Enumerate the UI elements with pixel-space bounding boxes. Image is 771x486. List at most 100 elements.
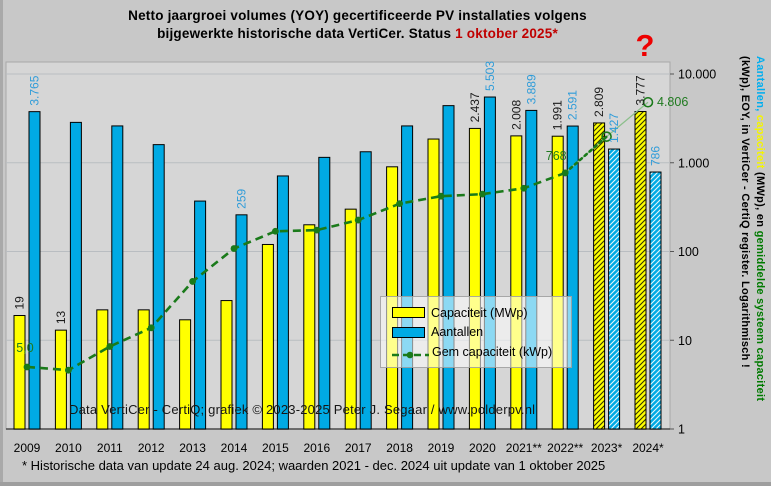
watermark: Data VertiCer - CertiQ; grafiek © 2023-2… bbox=[69, 402, 536, 417]
bar-value-label-capaciteit-2023*: 2.809 bbox=[592, 87, 606, 117]
x-axis-label-2020: 2020 bbox=[469, 441, 496, 455]
bar-value-label-aantallen-2021**: 3.889 bbox=[524, 74, 538, 104]
gem-line-dashed bbox=[26, 171, 566, 372]
bar-capaciteit-2020 bbox=[468, 127, 481, 430]
x-axis-label-2023*: 2023* bbox=[591, 441, 623, 455]
bar-value-label-capaciteit-2009: 19 bbox=[13, 296, 27, 310]
bar-capaciteit-2017 bbox=[344, 208, 357, 430]
bar-aantallen-2015 bbox=[276, 175, 289, 430]
status-date-highlight: 1 oktober 2025* bbox=[455, 26, 558, 41]
right-axis-title-line-2: (kWp), EOY, in VertiCer - CertiQ registe… bbox=[739, 56, 751, 368]
chart-title-line-2: bijgewerkte historische data VertiCer. S… bbox=[0, 25, 715, 43]
bar-capaciteit-2012 bbox=[137, 309, 150, 430]
legend-label-aantallen: Aantallen bbox=[431, 325, 484, 339]
x-axis-label-2024*: 2024* bbox=[632, 441, 664, 455]
gem-marker-2009 bbox=[23, 363, 31, 371]
legend-item-gem-capaciteit: Gem capaciteit (kWp) bbox=[392, 342, 571, 361]
bar-value-label-aantallen-2024*: 786 bbox=[649, 146, 663, 166]
x-axis-label-2021**: 2021** bbox=[506, 441, 542, 455]
bar-value-label-aantallen-2023*: 1.427 bbox=[607, 113, 621, 143]
x-axis-label-2022**: 2022** bbox=[547, 441, 583, 455]
bar-aantallen-2010 bbox=[69, 121, 82, 430]
question-mark-annotation: ? bbox=[635, 28, 655, 63]
gem-marker-2018 bbox=[396, 200, 403, 208]
gem-marker-2019 bbox=[437, 192, 445, 200]
right-axis-title-segment: capaciteit bbox=[754, 111, 766, 169]
footer-note: * Historische data van update 24 aug. 20… bbox=[22, 458, 606, 473]
gem-marker-2021** bbox=[520, 184, 528, 192]
bar-capaciteit-2015 bbox=[261, 243, 274, 430]
bar-capaciteit-2024* bbox=[634, 111, 647, 430]
gem-value-label-2009: 5,0 bbox=[16, 341, 33, 355]
chart-title-status-text: bijgewerkte historische data VertiCer. S… bbox=[157, 26, 456, 41]
x-axis-label-2014: 2014 bbox=[221, 441, 248, 455]
legend: Capaciteit (MWp) Aantallen Gem capacitei… bbox=[380, 296, 572, 368]
gem-marker-2015 bbox=[272, 227, 279, 235]
bar-aantallen-2020 bbox=[483, 96, 496, 430]
x-axis-label-2019: 2019 bbox=[428, 441, 455, 455]
bar-aantallen-2021** bbox=[525, 109, 538, 430]
y-tick-label: 1.000 bbox=[678, 156, 709, 170]
bar-value-label-capaciteit-2010: 13 bbox=[54, 310, 68, 324]
x-axis-label-2018: 2018 bbox=[386, 441, 413, 455]
window-left-edge bbox=[0, 0, 3, 486]
bar-aantallen-2019 bbox=[442, 105, 455, 430]
y-tick-label: 10.000 bbox=[678, 68, 716, 82]
bar-aantallen-2016 bbox=[318, 156, 331, 430]
bar-value-label-aantallen-2009: 3.765 bbox=[28, 75, 42, 105]
x-axis-label-2015: 2015 bbox=[262, 441, 289, 455]
bar-value-label-capaciteit-2020: 2.437 bbox=[468, 92, 482, 122]
y-tick-label: 100 bbox=[678, 245, 699, 259]
gem-marker-2017 bbox=[354, 216, 362, 224]
right-axis-title-segment: (MWp), en bbox=[754, 168, 766, 231]
legend-swatch-aantallen bbox=[392, 326, 425, 338]
chart-title-line-1: Netto jaargroei volumes (YOY) gecertific… bbox=[128, 8, 587, 23]
gem-open-marker-2023* bbox=[601, 131, 612, 142]
right-axis-title-segment: (kWp), EOY, in VertiCer - CertiQ registe… bbox=[739, 56, 751, 369]
bar-value-label-capaciteit-2024*: 3.777 bbox=[634, 75, 648, 105]
x-axis-label-2012: 2012 bbox=[138, 441, 165, 455]
gem-marker-2014 bbox=[230, 245, 238, 252]
right-axis-title-segment: Aantallen, bbox=[754, 56, 766, 112]
x-axis-label-2011: 2011 bbox=[97, 441, 123, 455]
legend-item-aantallen: Aantallen bbox=[392, 323, 571, 342]
gem-open-marker-2024* bbox=[642, 96, 654, 108]
bar-capaciteit-2011 bbox=[96, 309, 109, 430]
window-bottom-edge bbox=[0, 482, 771, 486]
legend-item-capaciteit: Capaciteit (MWp) bbox=[392, 303, 571, 322]
bar-capaciteit-2016 bbox=[303, 224, 316, 430]
right-axis-title: Aantallen, capaciteit (MWp), en gemiddel… bbox=[737, 56, 767, 401]
bar-aantallen-2024* bbox=[649, 171, 662, 430]
gem-marker-2016 bbox=[313, 226, 321, 234]
bar-aantallen-2014 bbox=[235, 214, 248, 430]
bar-value-label-aantallen-2022**: 2.591 bbox=[566, 90, 580, 120]
green-dash-line-icon bbox=[392, 351, 429, 358]
bar-capaciteit-2014 bbox=[220, 300, 233, 430]
bar-capaciteit-2009 bbox=[13, 315, 26, 430]
x-axis-label-2009: 2009 bbox=[14, 441, 41, 455]
x-axis-label-2016: 2016 bbox=[303, 441, 330, 455]
bar-capaciteit-2010 bbox=[54, 329, 67, 430]
bar-aantallen-2023* bbox=[608, 148, 621, 430]
y-tick-label: 10 bbox=[678, 334, 692, 348]
gem-line-dotted bbox=[563, 135, 608, 175]
gem-marker-2012 bbox=[147, 324, 155, 332]
gem-marker-2011 bbox=[106, 343, 114, 350]
gem-marker-2013 bbox=[189, 278, 197, 285]
bar-capaciteit-2023* bbox=[593, 122, 606, 430]
bar-value-label-capaciteit-2022**: 1.991 bbox=[551, 100, 565, 130]
legend-swatch-capaciteit bbox=[392, 307, 425, 318]
right-axis-title-line-1: Aantallen, capaciteit (MWp), en gemiddel… bbox=[754, 56, 766, 401]
x-axis-label-2017: 2017 bbox=[345, 441, 372, 455]
bar-aantallen-2011 bbox=[111, 125, 124, 430]
bar-value-label-aantallen-2020: 5.503 bbox=[483, 61, 497, 91]
y-tick-label: 1 bbox=[678, 423, 685, 437]
gem-value-label-2022**: 768 bbox=[546, 149, 567, 163]
bar-aantallen-2018 bbox=[401, 125, 414, 430]
bar-value-label-aantallen-2014: 259 bbox=[235, 188, 249, 208]
bar-aantallen-2012 bbox=[152, 144, 165, 430]
x-axis-label-2010: 2010 bbox=[55, 441, 82, 455]
gem-marker-2010 bbox=[65, 366, 72, 374]
bar-aantallen-2022** bbox=[566, 125, 579, 430]
